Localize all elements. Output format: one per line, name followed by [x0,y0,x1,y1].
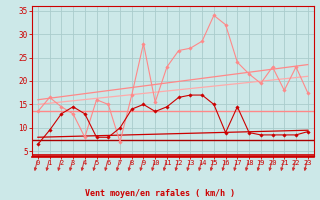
Text: Vent moyen/en rafales ( km/h ): Vent moyen/en rafales ( km/h ) [85,189,235,198]
